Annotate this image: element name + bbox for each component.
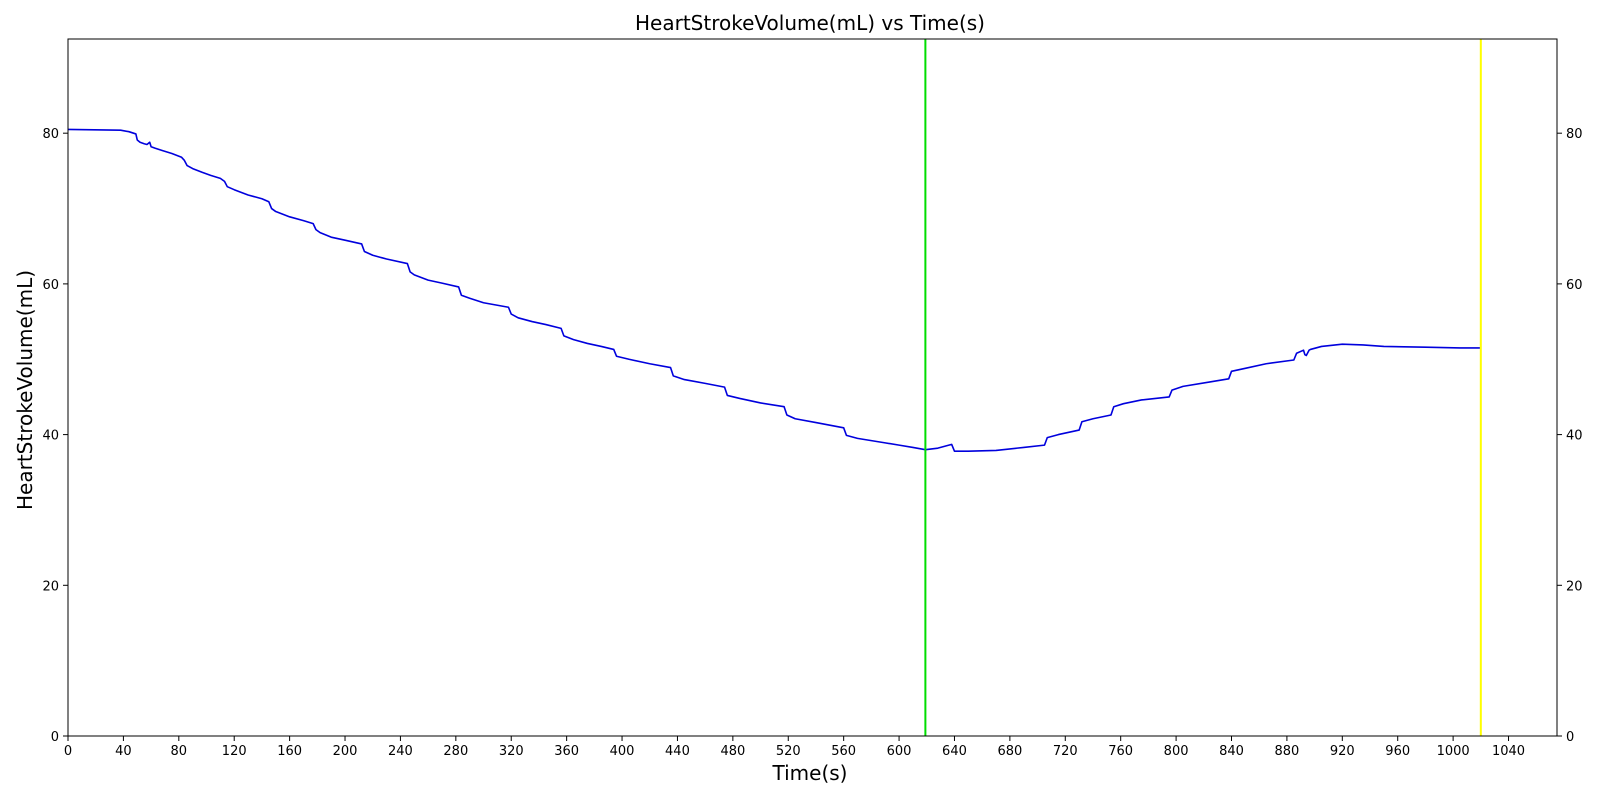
y-tick-label: 80 xyxy=(42,127,59,142)
x-tick-label: 600 xyxy=(887,744,912,759)
x-tick-label: 160 xyxy=(277,744,302,759)
y-tick-label: 0 xyxy=(51,730,59,745)
x-tick-label: 1000 xyxy=(1437,744,1470,759)
x-tick-label: 0 xyxy=(64,744,72,759)
x-tick-label: 760 xyxy=(1108,744,1133,759)
x-tick-label: 640 xyxy=(942,744,967,759)
x-tick-label: 1040 xyxy=(1492,744,1525,759)
x-tick-label: 720 xyxy=(1053,744,1078,759)
x-tick-label: 560 xyxy=(831,744,856,759)
right-y-tick-label: 40 xyxy=(1566,429,1583,444)
x-tick-label: 840 xyxy=(1219,744,1244,759)
chart-title: HeartStrokeVolume(mL) vs Time(s) xyxy=(635,11,985,35)
y-axis-label: HeartStrokeVolume(mL) xyxy=(13,270,37,510)
x-tick-label: 880 xyxy=(1274,744,1299,759)
right-y-tick-label: 60 xyxy=(1566,278,1583,293)
x-tick-label: 440 xyxy=(665,744,690,759)
x-tick-label: 80 xyxy=(171,744,188,759)
x-tick-label: 920 xyxy=(1330,744,1355,759)
x-tick-label: 40 xyxy=(115,744,132,759)
x-tick-label: 520 xyxy=(776,744,801,759)
x-tick-label: 400 xyxy=(610,744,635,759)
x-tick-label: 960 xyxy=(1385,744,1410,759)
y-tick-label: 40 xyxy=(42,429,59,444)
x-tick-label: 480 xyxy=(720,744,745,759)
x-tick-label: 280 xyxy=(443,744,468,759)
right-y-tick-label: 80 xyxy=(1566,127,1583,142)
y-tick-label: 60 xyxy=(42,278,59,293)
x-tick-label: 680 xyxy=(997,744,1022,759)
x-tick-label: 240 xyxy=(388,744,413,759)
x-tick-label: 800 xyxy=(1164,744,1189,759)
series-line xyxy=(67,128,1481,452)
x-tick-label: 120 xyxy=(222,744,247,759)
plot-frame xyxy=(67,38,1558,737)
y-tick-label: 20 xyxy=(42,579,59,594)
x-axis-label: Time(s) xyxy=(772,761,848,785)
x-tick-label: 200 xyxy=(333,744,358,759)
right-y-tick-label: 0 xyxy=(1566,730,1574,745)
x-tick-label: 320 xyxy=(499,744,524,759)
right-y-tick-label: 20 xyxy=(1566,579,1583,594)
plot-area: 0 40 80 120 160 200 240 280 320 360 400 440 480 520 56… xyxy=(42,39,1583,759)
x-tick-label: 360 xyxy=(554,744,579,759)
